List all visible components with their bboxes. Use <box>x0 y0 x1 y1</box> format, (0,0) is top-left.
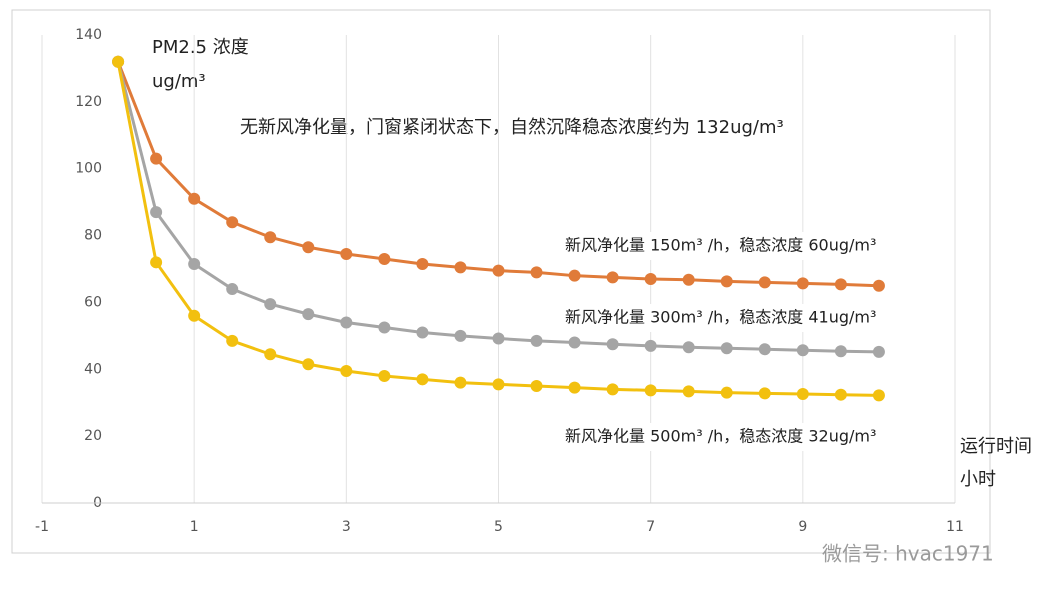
data-point <box>872 279 885 292</box>
data-point <box>872 389 885 402</box>
y-tick-label: 60 <box>84 294 102 310</box>
data-point <box>416 257 429 270</box>
data-point <box>796 388 809 401</box>
y-tick-label: 120 <box>75 94 102 110</box>
x-tick-label: 7 <box>646 519 655 535</box>
data-point <box>492 264 505 277</box>
data-point <box>340 247 353 260</box>
data-point <box>264 298 277 311</box>
data-point <box>606 271 619 284</box>
data-point <box>416 373 429 386</box>
data-point <box>492 378 505 391</box>
y-tick-label: 40 <box>84 361 102 377</box>
x-tick-label: 9 <box>798 519 807 535</box>
data-point <box>644 339 657 352</box>
data-point <box>150 206 163 219</box>
chart-frame <box>11 9 991 554</box>
data-point <box>720 386 733 399</box>
data-point <box>302 308 315 321</box>
data-point <box>758 387 771 400</box>
data-point <box>378 252 391 265</box>
data-point <box>150 152 163 165</box>
x-label: 运行时间 <box>960 436 1032 457</box>
series-label-bg <box>559 304 919 332</box>
series-label: 新风净化量 150m³ /h，稳态浓度 60ug/m³ <box>565 236 876 255</box>
x-tick-label: -1 <box>35 519 49 535</box>
data-point <box>188 192 201 205</box>
data-point <box>340 364 353 377</box>
data-point <box>568 269 581 282</box>
data-point <box>530 380 543 392</box>
data-point <box>378 369 391 382</box>
data-point <box>378 321 391 334</box>
x-tick-label: 5 <box>494 519 503 535</box>
data-point <box>188 309 201 322</box>
data-point <box>454 329 467 342</box>
data-point <box>834 345 847 358</box>
data-point <box>530 334 543 347</box>
data-point <box>720 275 733 288</box>
annotation: 无新风净化量，门窗紧闭状态下，自然沉降稳态浓度约为 132ug/m³ <box>240 117 784 138</box>
y-tick-label: 20 <box>84 428 102 444</box>
x-tick-label: 3 <box>342 519 351 535</box>
x-label-unit: 小时 <box>960 469 996 490</box>
series-label: 新风净化量 500m³ /h，稳态浓度 32ug/m³ <box>565 427 876 446</box>
data-point <box>530 266 543 279</box>
series-label-bg <box>559 423 919 451</box>
data-point <box>758 343 771 356</box>
data-point <box>720 342 733 355</box>
y-tick-label: 100 <box>75 161 102 177</box>
x-tick-label: 11 <box>946 519 964 535</box>
data-point <box>226 334 239 347</box>
y-label-unit: ug/m³ <box>152 71 206 92</box>
data-point <box>226 216 239 229</box>
data-point <box>112 55 125 68</box>
data-point <box>872 345 885 358</box>
y-label: PM2.5 浓度 <box>152 37 249 58</box>
data-point <box>302 358 315 371</box>
data-point <box>644 273 657 286</box>
data-point <box>492 332 505 345</box>
data-point <box>226 283 239 296</box>
data-point <box>834 388 847 401</box>
data-point <box>606 383 619 396</box>
data-point <box>340 316 353 329</box>
data-point <box>796 344 809 357</box>
data-point <box>416 326 429 339</box>
data-point <box>682 273 695 286</box>
data-point <box>834 278 847 291</box>
data-point <box>682 341 695 354</box>
series-label-bg <box>559 232 919 260</box>
data-point <box>644 384 657 397</box>
data-point <box>302 241 315 254</box>
data-point <box>188 257 201 270</box>
y-tick-label: 80 <box>84 228 102 244</box>
data-point <box>568 336 581 349</box>
data-point <box>150 256 163 269</box>
data-point <box>682 385 695 398</box>
x-tick-label: 1 <box>190 519 199 535</box>
data-point <box>454 261 467 274</box>
data-point <box>568 381 581 394</box>
data-point <box>454 376 467 389</box>
watermark: 微信号: hvac1971 <box>822 542 994 566</box>
data-point <box>264 348 277 361</box>
data-point <box>758 276 771 289</box>
series-label: 新风净化量 300m³ /h，稳态浓度 41ug/m³ <box>565 308 876 327</box>
y-tick-label: 140 <box>75 27 102 43</box>
data-point <box>796 277 809 290</box>
data-point <box>606 338 619 351</box>
data-point <box>264 231 277 244</box>
